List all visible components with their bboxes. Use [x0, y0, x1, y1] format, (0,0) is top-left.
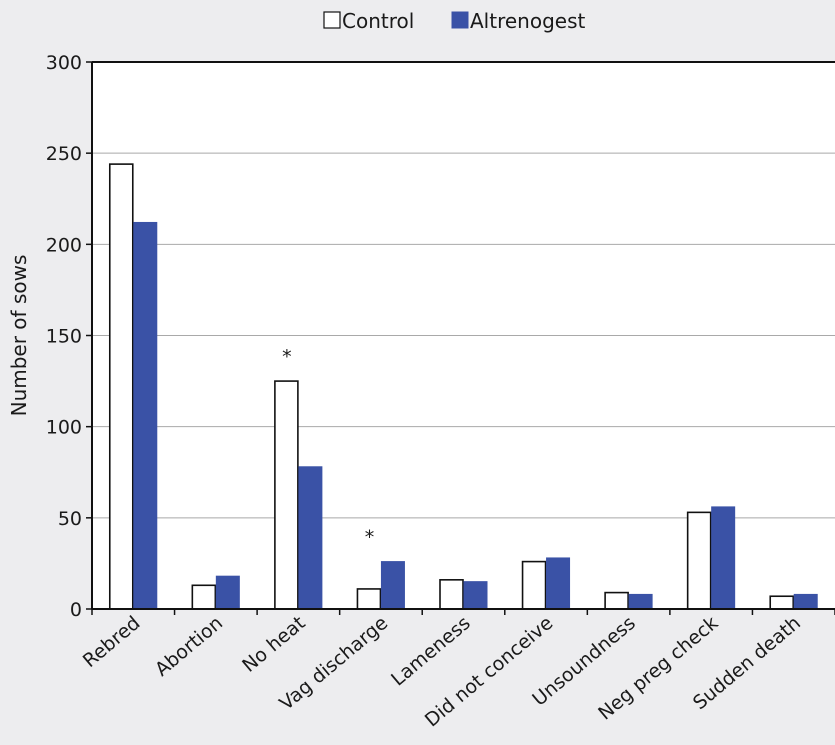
bar-altrenogest-2 — [298, 466, 323, 610]
bar-control-4 — [439, 579, 464, 610]
legend-label-altrenogest: Altrenogest — [470, 9, 586, 33]
x-tick-label-4: Lameness — [387, 612, 475, 691]
x-tick-label-1: Abortion — [151, 612, 227, 681]
bar-altrenogest-7 — [711, 506, 736, 610]
y-tick-label-100: 100 — [46, 417, 82, 439]
bar-control-2 — [274, 380, 299, 610]
bar-control-5 — [521, 560, 547, 610]
legend-label-control: Control — [342, 9, 414, 33]
y-tick-label-250: 250 — [46, 143, 82, 165]
bar-altrenogest-1 — [215, 575, 240, 610]
y-tick-label-300: 300 — [46, 52, 82, 74]
bar-control-8 — [769, 595, 795, 610]
y-axis-title: Number of sows — [7, 255, 31, 417]
y-tick-label-50: 50 — [58, 508, 82, 530]
bar-control-0 — [108, 163, 134, 610]
bar-altrenogest-4 — [463, 581, 488, 610]
bar-control-7 — [686, 511, 712, 610]
bar-control-6 — [604, 591, 629, 610]
x-tick-label-2: No heat — [238, 612, 309, 677]
y-tick-label-200: 200 — [46, 234, 82, 256]
y-tick-label-0: 0 — [70, 599, 82, 621]
bar-altrenogest-8 — [793, 593, 818, 610]
legend-swatch-control — [323, 11, 341, 29]
bar-altrenogest-6 — [628, 593, 653, 610]
bar-control-1 — [191, 584, 217, 610]
bar-altrenogest-0 — [133, 221, 158, 610]
x-tick-label-0: Rebred — [79, 612, 145, 672]
bar-altrenogest-5 — [546, 557, 571, 610]
significance-marker-0: * — [282, 346, 292, 368]
legend-swatch-altrenogest — [451, 11, 469, 29]
bar-control-3 — [356, 588, 382, 610]
significance-marker-1: * — [365, 527, 375, 549]
bar-altrenogest-3 — [380, 561, 405, 610]
y-tick-label-150: 150 — [46, 326, 82, 348]
